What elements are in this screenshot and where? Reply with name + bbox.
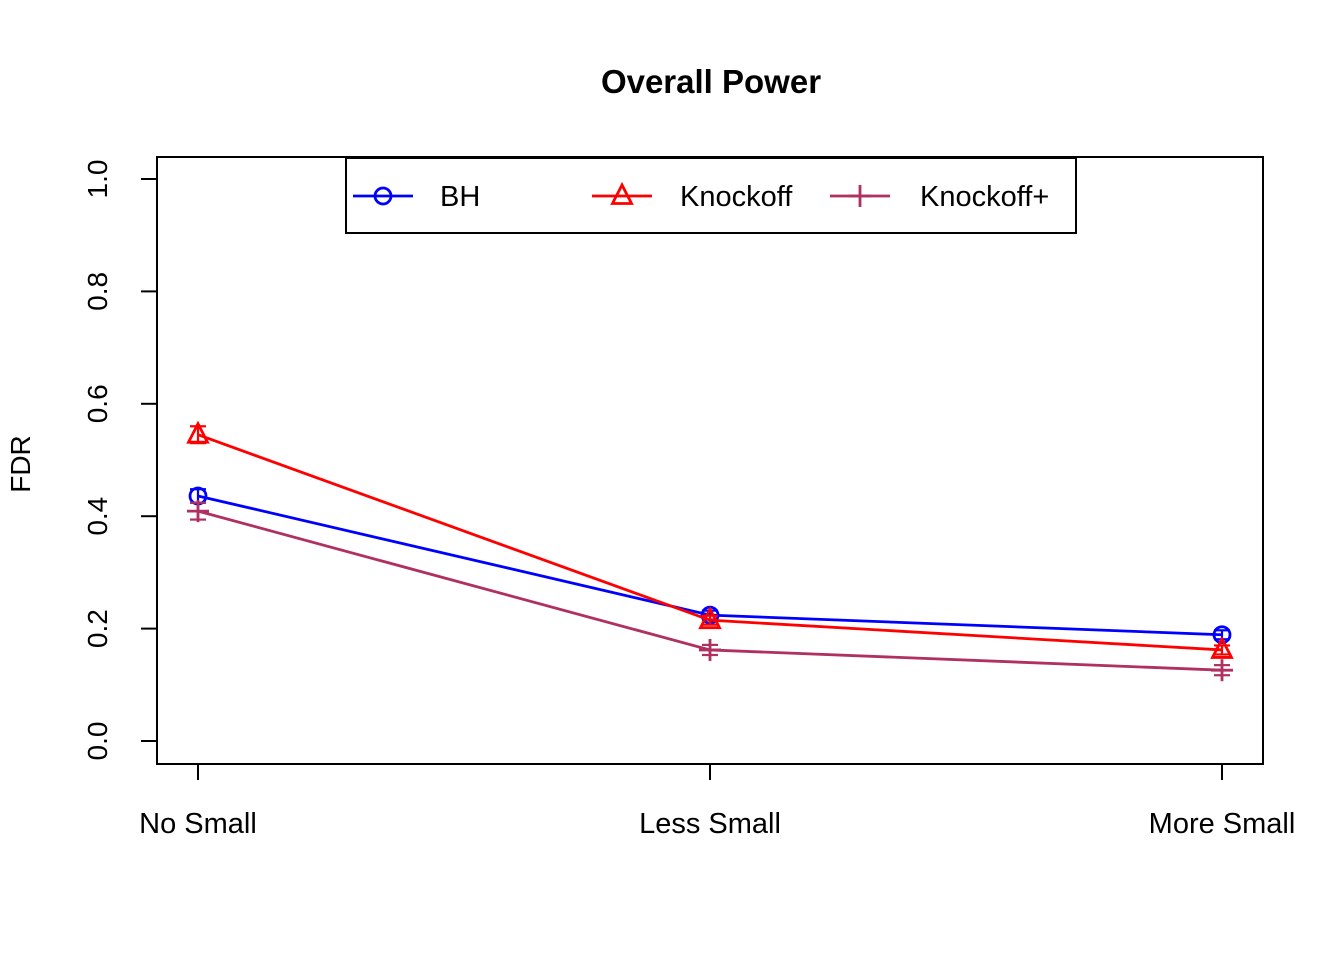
triangle-marker (610, 181, 634, 205)
legend-label: Knockoff (680, 181, 793, 213)
y-tick-label: 0.6 (82, 384, 113, 423)
circle-marker (373, 186, 393, 206)
chart-title: Overall Power (601, 63, 821, 100)
y-axis-label: FDR (5, 435, 36, 493)
triangle-marker (1210, 635, 1234, 659)
x-category-label: Less Small (639, 808, 781, 840)
legend-label: BH (440, 181, 480, 213)
y-tick-label: 0.8 (82, 272, 113, 311)
legend-label: Knockoff+ (920, 181, 1049, 213)
legend: BH Knockoff Knockoff+ (345, 157, 1077, 234)
x-category-label: More Small (1149, 808, 1296, 840)
series-knockoff (186, 420, 1234, 659)
y-tick-label: 1.0 (82, 160, 113, 199)
triangle-marker (186, 420, 210, 444)
legend-item-bh (353, 186, 413, 206)
y-tick-label: 0.2 (82, 609, 113, 648)
y-tick-label: 0.4 (82, 497, 113, 536)
legend-item-knockoff (592, 181, 652, 205)
legend-item-knockoffplus (830, 185, 890, 207)
series-knockoffplus (187, 500, 1233, 682)
x-category-label: No Small (139, 808, 257, 840)
triangle-marker (698, 606, 722, 630)
plot-box (156, 156, 1264, 765)
legend-box (345, 157, 1077, 234)
axes: 0.0 0.2 0.4 0.6 0.8 1.0 No Small Less Small More… (82, 160, 1295, 840)
circle-marker (1212, 625, 1232, 645)
y-tick-label: 0.0 (82, 722, 113, 761)
